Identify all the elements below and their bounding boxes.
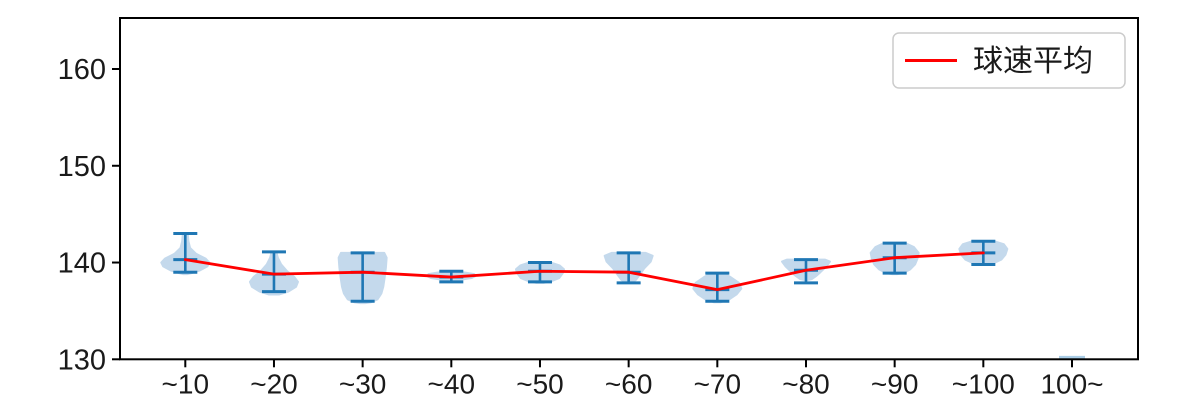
x-tick-label: ~40 [428, 368, 476, 399]
x-tick-label: ~80 [782, 368, 830, 399]
x-tick-label: ~30 [339, 368, 387, 399]
y-tick-label: 160 [58, 54, 106, 86]
legend: 球速平均 [892, 32, 1126, 89]
x-tick-label: ~90 [871, 368, 919, 399]
y-tick-label: 150 [58, 151, 106, 183]
legend-label: 球速平均 [973, 45, 1093, 78]
x-tick-label: ~20 [250, 368, 298, 399]
legend-box [892, 32, 1126, 89]
x-tick-label: ~10 [162, 368, 210, 399]
violin-~10 [160, 232, 211, 276]
x-tick-label: ~50 [516, 368, 564, 399]
y-tick-label: 140 [58, 248, 106, 280]
plot-area: 130 140 150 160 ~10 ~20 ~30 ~40 ~50 ~60 ~70 ~80 ~90 ~… [58, 17, 1139, 399]
mean-speed-line [183, 251, 985, 292]
violin-~50 [514, 261, 565, 284]
violin-~30 [337, 251, 388, 305]
violin-~60 [603, 251, 654, 285]
violin-~70 [692, 271, 743, 304]
x-tick-label: ~70 [694, 368, 742, 399]
y-tick-label: 130 [58, 344, 106, 376]
x-tick-label: 100~ [1040, 368, 1103, 399]
x-tick-label: ~100 [952, 368, 1015, 399]
x-tick-label: ~60 [605, 368, 653, 399]
